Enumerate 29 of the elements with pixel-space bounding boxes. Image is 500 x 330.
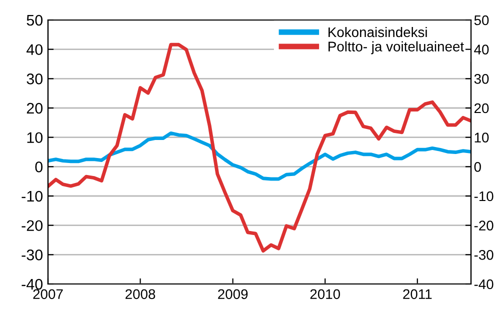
x-tick-label: 2010 <box>310 289 340 300</box>
y-tick-label: -40 <box>22 278 43 290</box>
y-tick-label: 40 <box>26 44 43 56</box>
x-tick-label: 2009 <box>218 289 248 300</box>
line-series <box>48 131 471 181</box>
y-tick-label: -30 <box>22 250 43 260</box>
legend-label: Kokonaisindeksi <box>328 26 427 38</box>
x-tick-label: 2008 <box>126 289 156 300</box>
y2-tick-label: 0 <box>474 162 481 172</box>
y-tick-label: 20 <box>26 102 43 114</box>
y2-tick-label: -20 <box>474 220 494 231</box>
y-tick-label: 30 <box>26 74 43 84</box>
y-tick-label: 50 <box>26 14 43 26</box>
y-tick-label: 10 <box>27 132 43 144</box>
y2-tick-label: 30 <box>474 74 489 84</box>
y2-tick-label: 20 <box>474 103 489 114</box>
y2-tick-label: -40 <box>474 279 494 290</box>
y2-tick-label: -10 <box>474 191 494 202</box>
y2-tick-label: 50 <box>474 15 489 26</box>
y-tick-label: -10 <box>22 190 43 202</box>
y-tick-label: 0 <box>35 162 43 172</box>
x-tick-label: 2011 <box>403 289 432 300</box>
x-tick-label: 2007 <box>33 289 63 300</box>
y2-tick-label: 40 <box>474 44 489 55</box>
y2-tick-label: -30 <box>474 250 494 260</box>
y-tick-label: -20 <box>22 220 43 232</box>
legend-label: Poltto- ja voiteluaineet <box>328 41 464 54</box>
line-series <box>48 42 471 253</box>
y2-tick-label: 10 <box>474 132 489 143</box>
